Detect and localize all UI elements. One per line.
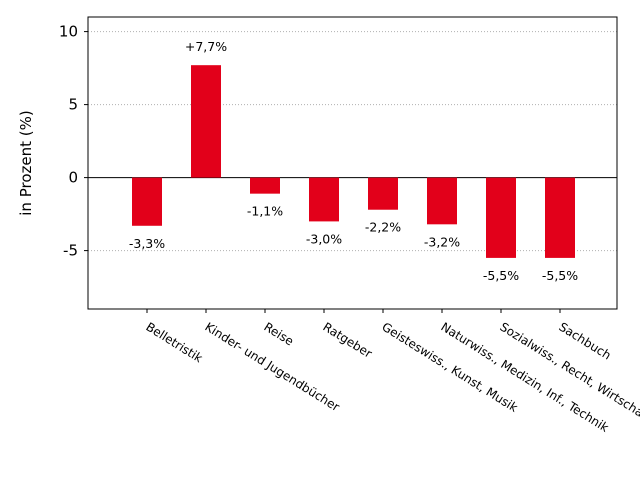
data-labels: -3,3% +7,7% -1,1% -3,0% -2,2% -3,2% -5,5% -5,5% [129,39,578,283]
y-axis-ticks: -5 0 5 10 [59,23,88,260]
bar [191,65,221,178]
y-axis-title: in Prozent (%) [17,110,35,215]
bar [486,177,516,258]
bars [132,65,575,258]
data-label: -3,3% [129,236,165,251]
bar [427,177,457,225]
data-label: +7,7% [185,39,227,54]
x-tick-label: Reise [261,320,296,349]
y-tick-label: 10 [59,23,78,41]
data-label: -3,2% [424,234,460,249]
data-label: -3,0% [306,231,342,246]
y-tick-label: 5 [68,96,78,114]
data-label: -5,5% [542,268,578,283]
y-tick-label: 0 [68,169,78,187]
bar [250,177,280,194]
bar [309,177,339,222]
plot-frame [87,16,618,310]
y-tick-label: -5 [63,242,78,260]
bar [368,177,398,210]
bar [545,177,575,258]
data-label: -2,2% [365,220,401,235]
grid-lines [88,31,617,252]
data-label: -5,5% [483,268,519,283]
data-label: -1,1% [247,204,283,219]
x-tick-label: Ratgeber [320,320,374,361]
x-tick-label: Belletristik [143,320,205,366]
bar [132,177,162,226]
